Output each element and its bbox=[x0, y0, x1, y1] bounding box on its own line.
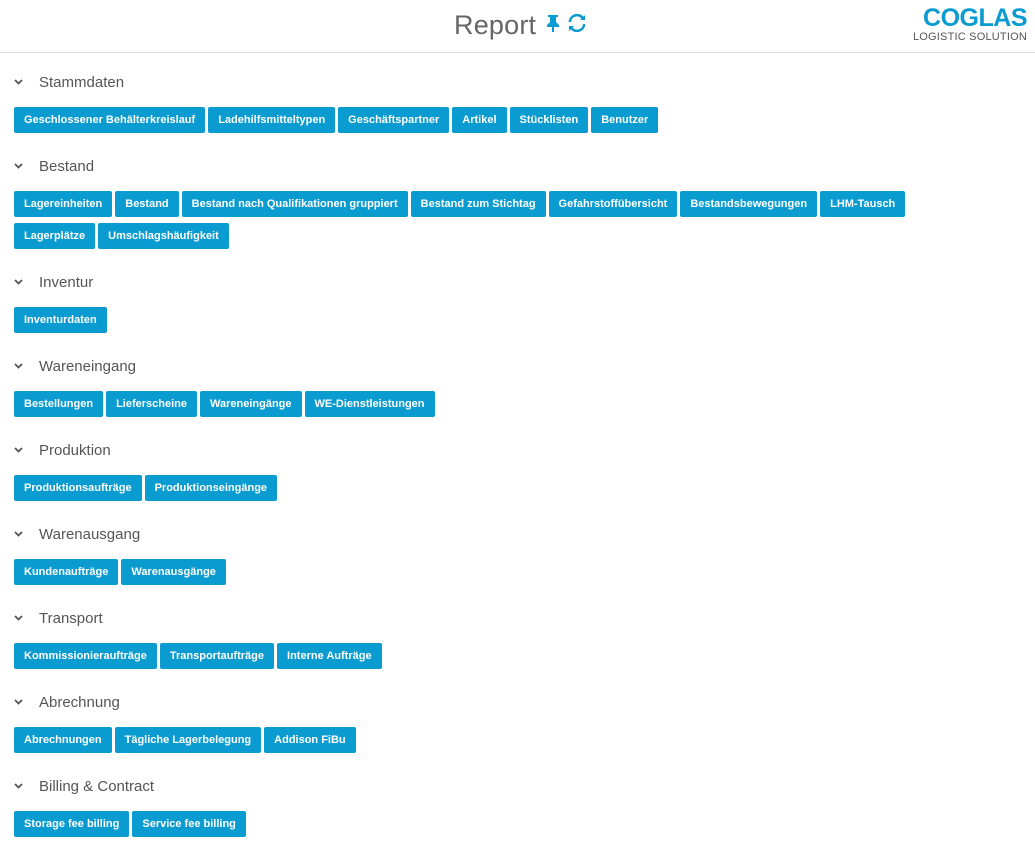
logo-sub: LOGISTIC SOLUTION bbox=[912, 31, 1027, 43]
section-title: Transport bbox=[39, 610, 103, 627]
chevron-down-icon[interactable] bbox=[14, 691, 39, 715]
chevron-down-icon[interactable] bbox=[14, 775, 39, 799]
report-buttons: Lagereinheiten Bestand Bestand nach Qualif… bbox=[14, 191, 974, 249]
section-title: Warenausgang bbox=[39, 526, 141, 543]
section-header[interactable]: Produktion bbox=[14, 439, 1035, 463]
section-billing-contract: Billing & Contract Storage fee billing Ser… bbox=[14, 775, 1035, 837]
section-transport: Transport Kommissionieraufträge Transporta… bbox=[14, 607, 1035, 669]
page-title: Report bbox=[454, 10, 537, 40]
pin-icon[interactable] bbox=[545, 14, 561, 38]
report-buttons: Bestellungen Lieferscheine Wareneingänge WE… bbox=[14, 391, 974, 417]
section-title: Billing & Contract bbox=[39, 778, 155, 795]
refresh-icon[interactable] bbox=[568, 13, 586, 38]
chevron-down-icon[interactable] bbox=[14, 155, 39, 179]
report-buttons: Kommissionieraufträge Transportaufträge In… bbox=[14, 643, 974, 669]
report-buttons: Inventurdaten bbox=[14, 307, 974, 333]
section-header[interactable]: Abrechnung bbox=[14, 691, 1035, 715]
report-buttons: Produktionsaufträge Produktionseingänge bbox=[14, 475, 974, 501]
report-button[interactable]: Storage fee billing bbox=[14, 811, 130, 837]
report-button[interactable]: Lieferscheine bbox=[106, 391, 197, 417]
section-header[interactable]: Inventur bbox=[14, 271, 1035, 295]
chevron-down-icon[interactable] bbox=[14, 523, 39, 547]
chevron-down-icon[interactable] bbox=[14, 71, 39, 95]
report-button[interactable]: Warenausgänge bbox=[121, 559, 226, 585]
report-button[interactable]: Benutzer bbox=[591, 107, 659, 133]
section-header[interactable]: Billing & Contract bbox=[14, 775, 1035, 799]
report-button[interactable]: Transportaufträge bbox=[159, 643, 275, 669]
section-title: Wareneingang bbox=[39, 358, 137, 375]
report-sections: Stammdaten Geschlossener Behälterkreislau… bbox=[0, 53, 1035, 837]
report-button[interactable]: Umschlagshäufigkeit bbox=[98, 223, 229, 249]
chevron-down-icon[interactable] bbox=[14, 607, 39, 631]
section-inventur: Inventur Inventurdaten bbox=[14, 271, 1035, 333]
section-wareneingang: Wareneingang Bestellungen Lieferscheine War… bbox=[14, 355, 1035, 417]
report-button[interactable]: Gefahrstoffübersicht bbox=[548, 191, 678, 217]
section-abrechnung: Abrechnung Abrechnungen Tägliche Lagerbele… bbox=[14, 691, 1035, 753]
report-button[interactable]: Kundenaufträge bbox=[14, 559, 119, 585]
report-button[interactable]: Service fee billing bbox=[132, 811, 246, 837]
report-button[interactable]: Bestand zum Stichtag bbox=[410, 191, 546, 217]
report-button[interactable]: Ladehilfsmitteltypen bbox=[208, 107, 336, 133]
section-bestand: Bestand Lagereinheiten Bestand Bestand nach… bbox=[14, 155, 1035, 249]
chevron-down-icon[interactable] bbox=[14, 271, 39, 295]
logo-main: COGLAS bbox=[923, 4, 1027, 32]
section-stammdaten: Stammdaten Geschlossener Behälterkreislau… bbox=[14, 71, 1035, 133]
report-button[interactable]: Lagereinheiten bbox=[14, 191, 113, 217]
report-buttons: Geschlossener Behälterkreislauf Ladehilfs… bbox=[14, 107, 974, 133]
chevron-down-icon[interactable] bbox=[14, 439, 39, 463]
report-button[interactable]: Interne Aufträge bbox=[277, 643, 382, 669]
section-header[interactable]: Wareneingang bbox=[14, 355, 1035, 379]
report-button[interactable]: Addison FiBu bbox=[264, 727, 356, 753]
report-button[interactable]: Bestellungen bbox=[14, 391, 104, 417]
report-button[interactable]: LHM-Tausch bbox=[820, 191, 906, 217]
logo: COGLAS LOGISTIC SOLUTION bbox=[912, 4, 1028, 44]
report-button[interactable]: Produktionseingänge bbox=[144, 475, 278, 501]
chevron-down-icon[interactable] bbox=[14, 355, 39, 379]
report-button[interactable]: Bestandsbewegungen bbox=[680, 191, 818, 217]
report-button[interactable]: Kommissionieraufträge bbox=[14, 643, 157, 669]
report-button[interactable]: WE-Dienstleistungen bbox=[304, 391, 435, 417]
report-buttons: Abrechnungen Tägliche Lagerbelegung Addiso… bbox=[14, 727, 974, 753]
report-button[interactable]: Geschäftspartner bbox=[338, 107, 450, 133]
report-button[interactable]: Produktionsaufträge bbox=[14, 475, 142, 501]
section-produktion: Produktion Produktionsaufträge Produktions… bbox=[14, 439, 1035, 501]
section-warenausgang: Warenausgang Kundenaufträge Warenausgänge bbox=[14, 523, 1035, 585]
section-title: Produktion bbox=[39, 442, 111, 459]
report-button[interactable]: Inventurdaten bbox=[14, 307, 107, 333]
report-buttons: Kundenaufträge Warenausgänge bbox=[14, 559, 974, 585]
header: Report COGLAS LOGISTIC SOLUTION bbox=[0, 0, 1035, 53]
report-button[interactable]: Bestand bbox=[115, 191, 179, 217]
section-header[interactable]: Warenausgang bbox=[14, 523, 1035, 547]
report-button[interactable]: Abrechnungen bbox=[14, 727, 112, 753]
report-buttons: Storage fee billing Service fee billing bbox=[14, 811, 974, 837]
report-button[interactable]: Lagerplätze bbox=[14, 223, 96, 249]
report-button[interactable]: Bestand nach Qualifikationen gruppiert bbox=[181, 191, 408, 217]
report-button[interactable]: Tägliche Lagerbelegung bbox=[114, 727, 262, 753]
report-button[interactable]: Wareneingänge bbox=[200, 391, 302, 417]
section-title: Bestand bbox=[39, 158, 95, 175]
section-title: Abrechnung bbox=[39, 694, 120, 711]
section-title: Inventur bbox=[39, 274, 94, 291]
section-header[interactable]: Stammdaten bbox=[14, 71, 1035, 95]
section-header[interactable]: Transport bbox=[14, 607, 1035, 631]
report-button[interactable]: Artikel bbox=[452, 107, 507, 133]
section-title: Stammdaten bbox=[39, 74, 125, 91]
report-button[interactable]: Stücklisten bbox=[509, 107, 589, 133]
report-button[interactable]: Geschlossener Behälterkreislauf bbox=[14, 107, 206, 133]
section-header[interactable]: Bestand bbox=[14, 155, 1035, 179]
